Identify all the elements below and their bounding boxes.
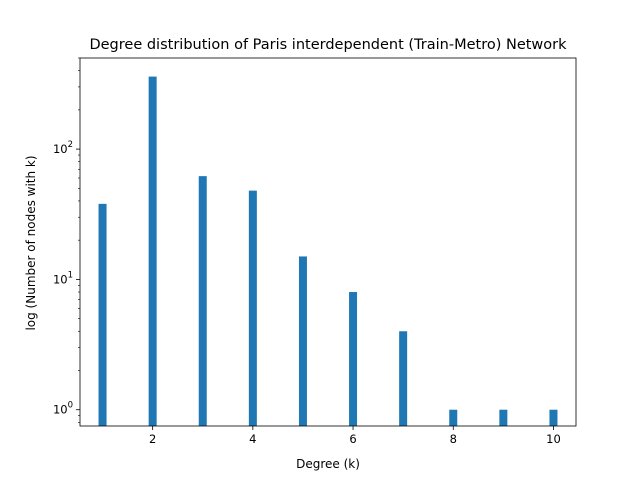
y-axis-label: log (Number of nodes with k) (24, 155, 38, 330)
bar (148, 76, 157, 427)
bar (449, 409, 458, 426)
bar (549, 409, 558, 426)
chart-title: Degree distribution of Paris interdepend… (89, 37, 567, 53)
bars-group (98, 76, 558, 427)
bar (248, 190, 257, 426)
y-tick-label: 101 (53, 270, 73, 286)
plot-area-frame (79, 57, 577, 427)
bar (98, 203, 107, 426)
x-tick-label: 2 (149, 432, 156, 446)
x-tick-label: 6 (349, 432, 356, 446)
y-tick-label: 100 (53, 401, 73, 417)
x-axis-label: Degree (k) (296, 457, 360, 471)
y-ticks-group: 100 101 102 (53, 57, 80, 423)
y-tick-label: 102 (53, 140, 73, 156)
bar (399, 331, 408, 426)
x-tick-label: 10 (546, 432, 561, 446)
x-ticks-group: 2 4 6 8 10 (149, 426, 561, 446)
bar (298, 256, 307, 426)
bar (499, 409, 508, 426)
bar (349, 292, 358, 426)
x-tick-label: 8 (450, 432, 457, 446)
x-tick-label: 4 (249, 432, 256, 446)
bar (198, 176, 207, 426)
